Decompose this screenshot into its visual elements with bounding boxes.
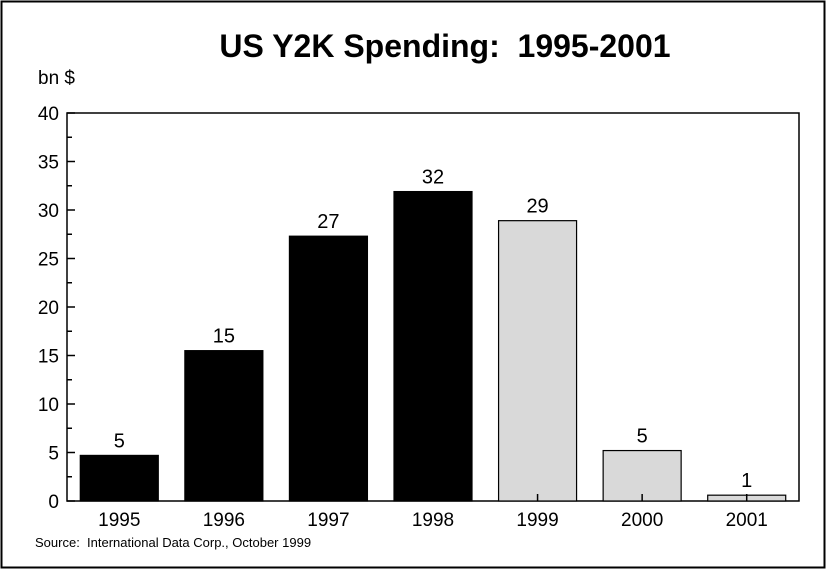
bar-data-label: 1 <box>741 470 752 492</box>
source-note: Source: International Data Corp., Octobe… <box>35 535 311 550</box>
bar <box>288 235 369 502</box>
x-tick-label: 1995 <box>98 510 140 531</box>
bar <box>497 220 578 502</box>
bar-data-label: 29 <box>526 196 548 218</box>
y-tick-label: 30 <box>38 201 59 222</box>
bar <box>79 454 159 502</box>
bar-data-label: 32 <box>422 167 444 189</box>
y-tick-label: 10 <box>38 395 59 416</box>
x-tick-label: 1998 <box>412 510 454 531</box>
bar-data-label: 15 <box>213 326 235 348</box>
bar-data-label: 27 <box>317 211 339 233</box>
y-tick-label: 0 <box>48 492 59 513</box>
bar <box>602 449 682 502</box>
x-tick-label: 1996 <box>203 510 245 531</box>
y-tick-label: 20 <box>38 298 59 319</box>
y-tick-label: 15 <box>38 347 59 368</box>
y-tick-label: 35 <box>38 153 59 174</box>
chart-title: US Y2K Spending: 1995-2001 <box>219 28 670 64</box>
y-tick-label: 5 <box>48 444 59 465</box>
bar <box>393 190 473 502</box>
x-tick-label: 2001 <box>726 510 768 531</box>
plot-area: 0510152025303540519951519962719973219982… <box>38 104 800 531</box>
x-tick-label: 1999 <box>516 510 558 531</box>
x-tick-label: 1997 <box>307 510 349 531</box>
bar-data-label: 5 <box>637 426 648 448</box>
y-tick-label: 40 <box>38 104 59 125</box>
y-axis-unit-label: bn $ <box>38 68 75 89</box>
y-tick-label: 25 <box>38 250 59 271</box>
x-tick-label: 2000 <box>621 510 663 531</box>
bar <box>184 350 264 502</box>
bar-data-label: 5 <box>114 430 125 452</box>
